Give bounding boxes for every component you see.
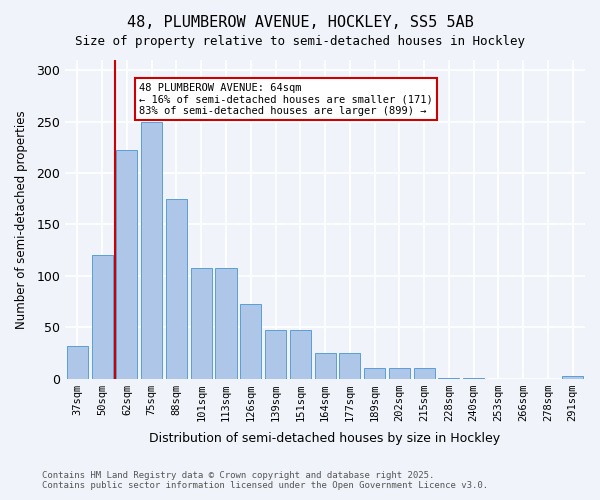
Bar [166,198,187,378]
Bar [92,255,113,378]
Bar [141,122,162,378]
Bar [116,150,137,378]
Text: Size of property relative to semi-detached houses in Hockley: Size of property relative to semi-detach… [75,35,525,48]
Bar [364,368,385,378]
Bar [339,353,361,378]
Bar [215,268,236,378]
Bar [413,368,434,378]
Bar [240,304,261,378]
Bar [290,330,311,378]
Text: 48 PLUMBEROW AVENUE: 64sqm
← 16% of semi-detached houses are smaller (171)
83% o: 48 PLUMBEROW AVENUE: 64sqm ← 16% of semi… [139,82,433,116]
Bar [562,376,583,378]
Bar [265,330,286,378]
Bar [67,346,88,378]
Text: 48, PLUMBEROW AVENUE, HOCKLEY, SS5 5AB: 48, PLUMBEROW AVENUE, HOCKLEY, SS5 5AB [127,15,473,30]
Bar [191,268,212,378]
Y-axis label: Number of semi-detached properties: Number of semi-detached properties [15,110,28,328]
Bar [314,353,335,378]
Text: Contains HM Land Registry data © Crown copyright and database right 2025.
Contai: Contains HM Land Registry data © Crown c… [42,470,488,490]
Bar [389,368,410,378]
X-axis label: Distribution of semi-detached houses by size in Hockley: Distribution of semi-detached houses by … [149,432,500,445]
